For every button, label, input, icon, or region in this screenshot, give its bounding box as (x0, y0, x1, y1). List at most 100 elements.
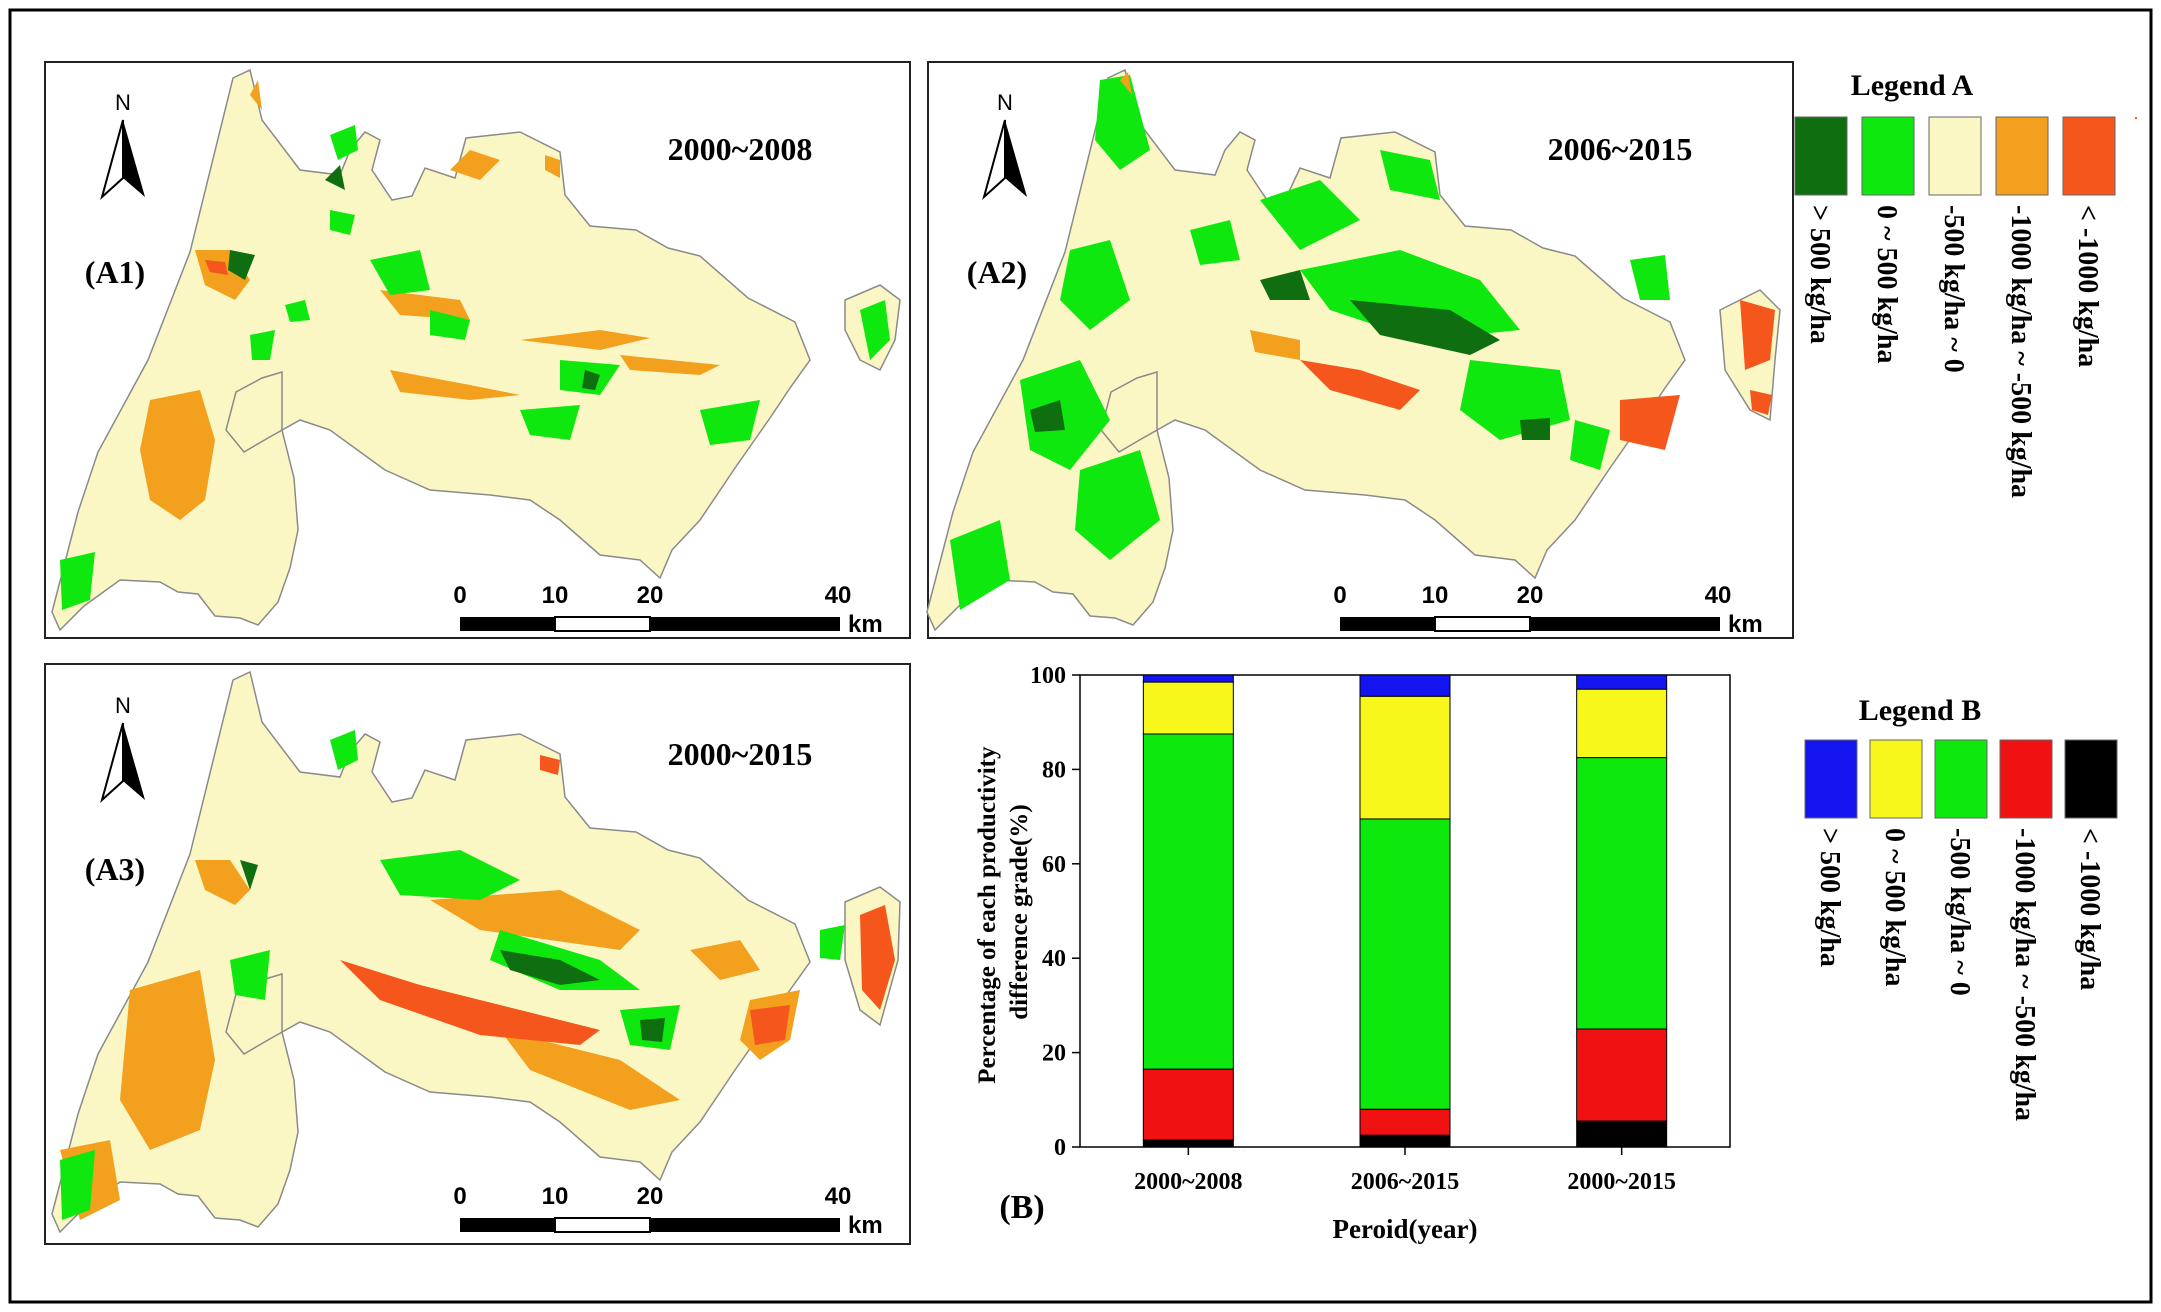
patch-orange-a1-9 (545, 155, 560, 178)
legend-b-label-2: -500 kg/ha ~ 0 (1944, 828, 1975, 996)
patch-green-a1-8 (60, 552, 95, 610)
scale-seg1-a3 (460, 1218, 555, 1232)
legend-b-label-3: -1000 kg/ha ~ -500 kg/ha (2009, 828, 2040, 1121)
patch-orange-a1-3 (380, 290, 470, 320)
legend-a-title: Legend A (1851, 69, 1974, 102)
bar-segment-1-2 (1359, 818, 1451, 1110)
patch-orange-a2-1 (1250, 330, 1300, 360)
bar-segment-0-0 (1142, 1139, 1234, 1148)
bar-segment-1-4 (1359, 674, 1451, 697)
legend-a-swatch-3 (1995, 116, 2049, 196)
north-arrow-right-a3 (123, 723, 145, 800)
map-land-a1 (51, 68, 901, 632)
scale-tick-40-a2: 40 (1705, 582, 1732, 609)
x-tick-label-1: 2006~2015 (1351, 1169, 1459, 1195)
scale-seg3-a2 (1530, 617, 1720, 631)
map-land-a3 (51, 670, 901, 1234)
north-arrow-a3: N (100, 693, 145, 804)
legend-b-swatch-4 (2064, 739, 2118, 819)
chart-y-axis-title: Percentage of each productivity differen… (974, 740, 1033, 1083)
patch-red-a3-1 (340, 960, 600, 1045)
patch-darkgreen-a3-3 (240, 860, 258, 890)
patch-red-a2-1 (1300, 360, 1420, 410)
legend-a-swatch-2 (1928, 116, 1982, 196)
patch-orange-a1-1 (140, 390, 215, 520)
legend-a-label-0: > 500 kg/ha (1804, 205, 1835, 344)
patch-green-a2-3 (1020, 360, 1110, 470)
legend-b-swatch-2 (1934, 739, 1988, 819)
scale-bar-a1: 0 10 20 40 km (453, 582, 882, 638)
patch-green-a3-6 (60, 1150, 95, 1220)
scale-seg2-a2 (1434, 616, 1531, 632)
patch-orange-a3-6 (690, 940, 760, 980)
map-period-a2: 2006~2015 (1548, 131, 1693, 167)
patch-red-a3-4 (540, 755, 560, 775)
patch-orange-a3-1 (120, 970, 215, 1150)
patch-green-a1-6 (520, 405, 580, 440)
patch-green-a2-1 (1095, 75, 1150, 170)
chart-y-axis-title-line2: difference grade(%) (1006, 804, 1033, 1019)
bar-segment-2-1 (1576, 1028, 1668, 1122)
legend-a-label-2: -500 kg/ha ~ 0 (1938, 205, 1969, 373)
chart-panel-b: 0 20 40 60 80 100 2000~2008 2006~2015 2000~2015… (974, 663, 1731, 1244)
patch-darkgreen-a3-2 (640, 1018, 665, 1042)
scale-seg3-a3 (650, 1218, 840, 1232)
patch-green-a1-2 (330, 210, 355, 235)
map-period-a3: 2000~2015 (668, 736, 813, 772)
patch-orange-a1-5 (520, 330, 650, 350)
scale-seg1-a1 (460, 617, 555, 631)
panel-label-a2: (A2) (967, 254, 1027, 290)
patch-darkgreen-a2-2 (1260, 270, 1310, 300)
patch-green-a2-10 (1570, 420, 1610, 470)
bar-segment-0-2 (1142, 733, 1234, 1070)
patches-a3 (60, 730, 895, 1220)
scale-seg3-a1 (650, 617, 840, 631)
scale-unit-a1: km (848, 611, 883, 638)
north-label-a3: N (115, 693, 131, 718)
patch-green-a2-12 (1630, 255, 1670, 300)
patch-green-a3-7 (820, 925, 845, 960)
patch-green-a2-11 (1190, 220, 1240, 265)
patch-darkgreen-a1-3 (582, 370, 600, 390)
map-period-a1: 2000~2008 (668, 131, 813, 167)
scale-seg2-a1 (554, 616, 651, 632)
north-arrow-right-a2 (1005, 120, 1027, 197)
scale-tick-0-a2: 0 (1333, 582, 1346, 609)
legend-b-swatch-3 (1999, 739, 2053, 819)
bar-segment-2-2 (1576, 757, 1668, 1030)
map-panel-a3: N 2000~2015 (A3) 0 10 20 40 km (44, 663, 911, 1245)
bar-segment-2-4 (1576, 674, 1668, 690)
patch-red-a3-3 (750, 1005, 790, 1045)
patch-orange-a3-5 (500, 1030, 680, 1110)
patch-orange-a1-8 (250, 80, 262, 110)
bar-segment-2-3 (1576, 688, 1668, 759)
panel-label-b: (B) (999, 1189, 1044, 1226)
panel-label-a1: (A1) (85, 254, 145, 290)
patch-darkgreen-a2-4 (1030, 400, 1065, 432)
legend-a-swatch-1 (1861, 116, 1915, 196)
map-panel-a1: N 2000~2008 (A1) 0 10 20 40 km (44, 61, 911, 639)
patch-green-a3-5 (230, 950, 270, 1000)
scale-tick-20-a3: 20 (637, 1183, 664, 1210)
north-arrow-right-a1 (123, 120, 145, 197)
y-tick-label-4: 80 (1042, 757, 1066, 783)
patch-green-a3-2 (380, 850, 520, 900)
chart-y-axis: 0 20 40 60 80 100 (1030, 663, 1080, 1161)
scale-bar-a3: 0 10 20 40 km (453, 1183, 882, 1239)
patch-green-a1-7 (700, 400, 760, 445)
legend-a-label-3: -1000 kg/ha ~ -500 kg/ha (2005, 205, 2036, 498)
patch-orange-a3-4 (430, 890, 640, 950)
patch-orange-a2-2 (1120, 72, 1132, 95)
chart-x-axis: 2000~2008 2006~2015 2000~2015 (1134, 1147, 1676, 1195)
legend-b-label-1: 0 ~ 500 kg/ha (1879, 828, 1910, 986)
legend-b-labels: > 500 kg/ha 0 ~ 500 kg/ha -500 kg/ha ~ 0… (1814, 828, 2105, 1121)
patch-green-a2-8 (1300, 250, 1520, 340)
patch-green-a2-7 (1380, 150, 1440, 200)
patch-red-a1-1 (205, 260, 228, 275)
scale-tick-0-a1: 0 (453, 582, 466, 609)
patch-green-a2-5 (1075, 450, 1160, 560)
north-arrow-a2: N (982, 90, 1027, 201)
legend-b: Legend B (1804, 694, 2118, 819)
scale-unit-a3: km (848, 1212, 883, 1239)
